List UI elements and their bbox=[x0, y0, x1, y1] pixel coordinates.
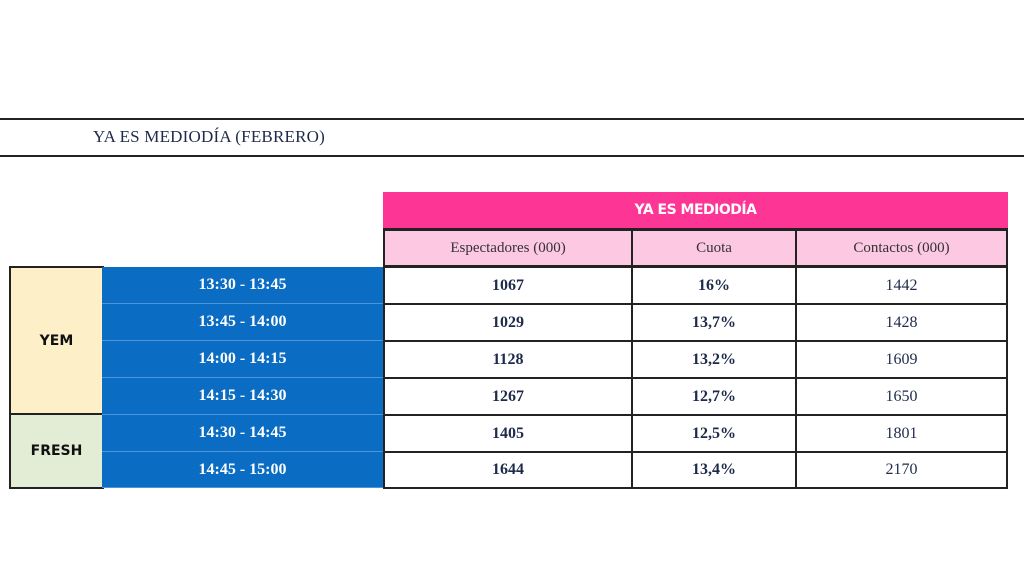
espectadores-cell: 1267 bbox=[383, 377, 633, 416]
contactos-cell: 1801 bbox=[795, 414, 1008, 453]
time-slot-cell: 14:30 - 14:45 bbox=[102, 415, 383, 452]
time-slot-cell: 13:45 - 14:00 bbox=[102, 304, 383, 341]
column-header-cuota: Cuota bbox=[631, 229, 797, 267]
cuota-cell: 13,4% bbox=[631, 451, 797, 489]
cuota-cell: 12,7% bbox=[631, 377, 797, 416]
contactos-cell: 1428 bbox=[795, 303, 1008, 342]
contactos-cell: 1442 bbox=[795, 266, 1008, 305]
column-header-espectadores: Espectadores (000) bbox=[383, 229, 633, 267]
bottom-rule bbox=[0, 155, 1024, 157]
time-slot-cell: 14:45 - 15:00 bbox=[102, 452, 383, 488]
top-rule bbox=[0, 118, 1024, 120]
time-slot-cell: 13:30 - 13:45 bbox=[102, 267, 383, 304]
espectadores-cell: 1644 bbox=[383, 451, 633, 489]
cuota-cell: 16% bbox=[631, 266, 797, 305]
group-yem: YEM bbox=[9, 266, 104, 415]
espectadores-cell: 1128 bbox=[383, 340, 633, 379]
document-title: YA ES MEDIODÍA (FEBRERO) bbox=[93, 127, 325, 146]
time-slot-cell: 14:15 - 14:30 bbox=[102, 378, 383, 415]
time-slot-cell: 14:00 - 14:15 bbox=[102, 341, 383, 378]
contactos-cell: 2170 bbox=[795, 451, 1008, 489]
espectadores-cell: 1405 bbox=[383, 414, 633, 453]
cuota-cell: 13,7% bbox=[631, 303, 797, 342]
table-header: YA ES MEDIODÍA bbox=[383, 192, 1008, 230]
cuota-cell: 13,2% bbox=[631, 340, 797, 379]
espectadores-cell: 1029 bbox=[383, 303, 633, 342]
contactos-cell: 1650 bbox=[795, 377, 1008, 416]
column-header-contactos: Contactos (000) bbox=[795, 229, 1008, 267]
espectadores-cell: 1067 bbox=[383, 266, 633, 305]
contactos-cell: 1609 bbox=[795, 340, 1008, 379]
group-fresh: FRESH bbox=[9, 413, 104, 489]
cuota-cell: 12,5% bbox=[631, 414, 797, 453]
